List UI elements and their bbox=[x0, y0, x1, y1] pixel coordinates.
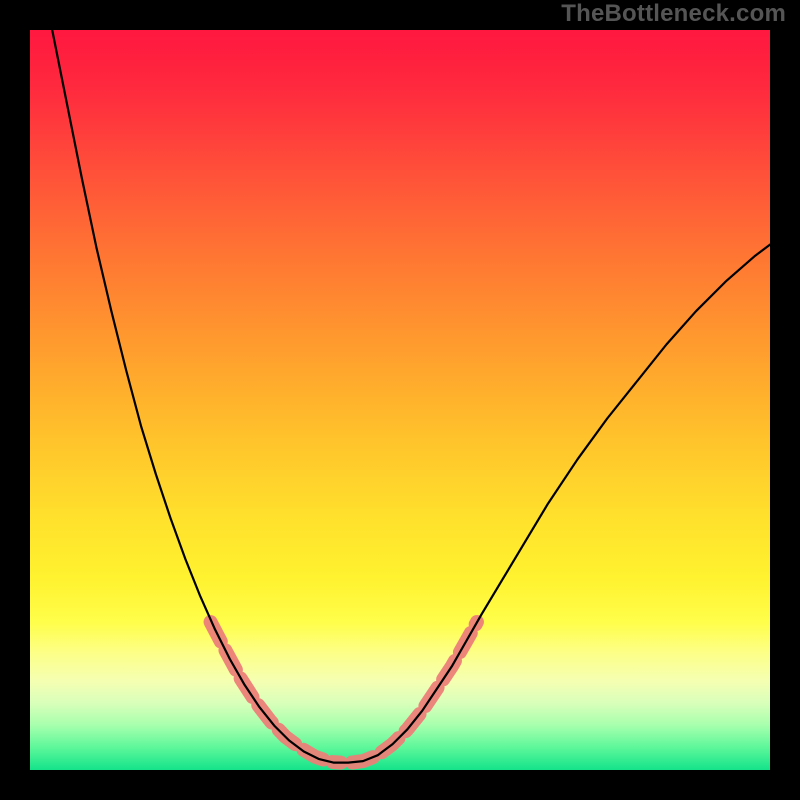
watermark-label: TheBottleneck.com bbox=[561, 0, 786, 28]
bottleneck-curve-chart bbox=[0, 0, 800, 800]
plot-background bbox=[30, 30, 770, 770]
chart-frame: TheBottleneck.com bbox=[0, 0, 800, 800]
